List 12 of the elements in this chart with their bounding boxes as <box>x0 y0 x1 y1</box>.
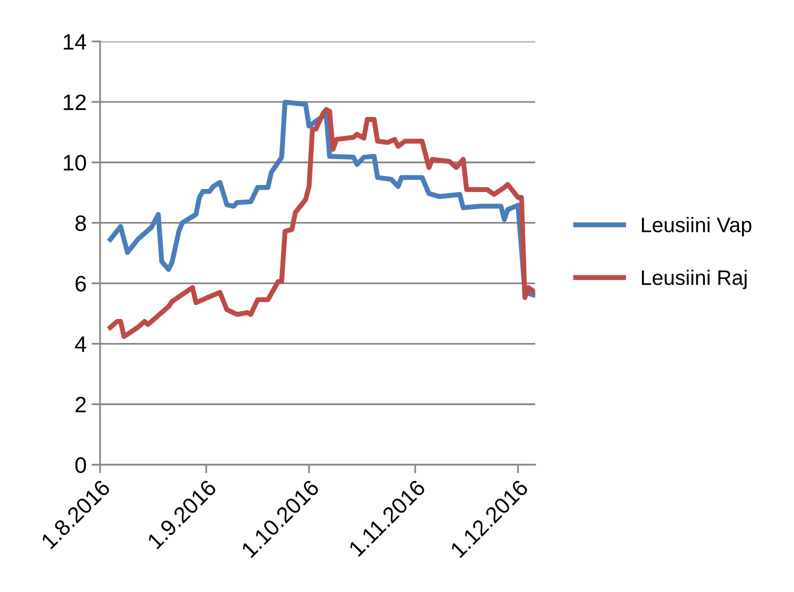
y-tick-label: 8 <box>75 215 86 232</box>
legend-label: Leusiini Vap <box>642 216 752 236</box>
y-tick-label: 14 <box>64 34 86 50</box>
legend-label: Leusiini Raj <box>642 270 747 290</box>
y-tick-label: 0 <box>75 457 86 473</box>
y-tick-label: 12 <box>64 94 86 110</box>
y-tick-label: 4 <box>75 336 86 352</box>
y-tick-label: 10 <box>64 154 86 171</box>
y-tick-label: 2 <box>76 396 86 412</box>
line-series <box>108 100 536 298</box>
y-tick-label: 6 <box>76 276 86 292</box>
line-series <box>108 107 536 339</box>
